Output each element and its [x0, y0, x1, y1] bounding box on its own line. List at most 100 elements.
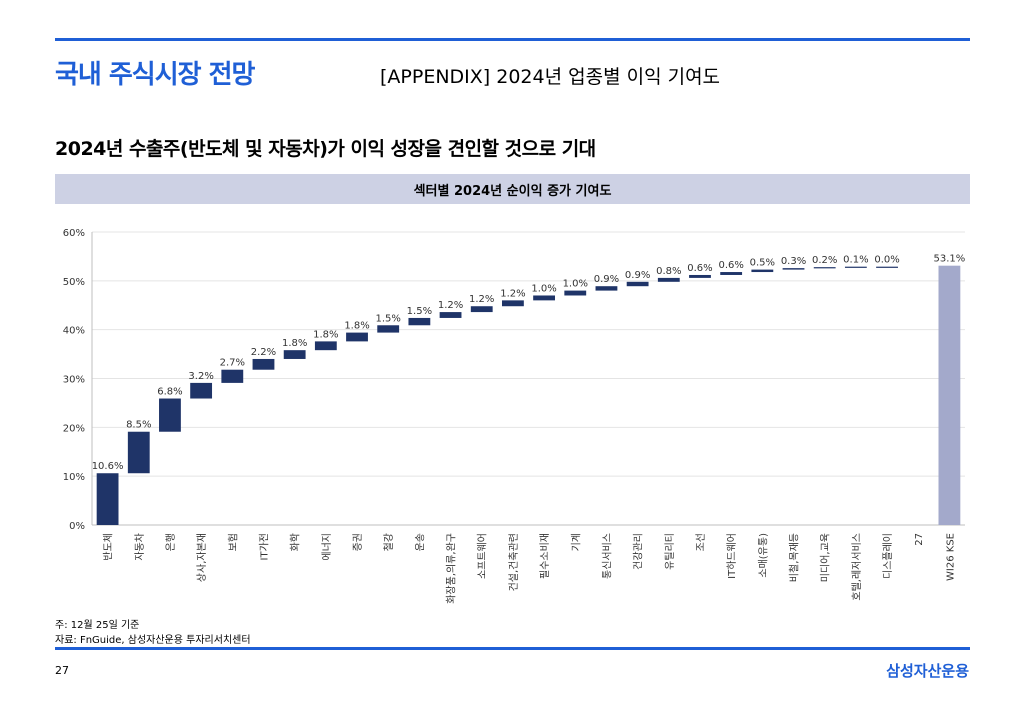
bar	[159, 398, 181, 432]
bar	[96, 473, 119, 525]
data-label: 0.0%	[874, 255, 899, 266]
bar	[439, 312, 462, 318]
x-tick-label: 증권	[352, 533, 364, 551]
waterfall-chart: 0% 10% 20% 30% 40% 50% 60% 10.6% 반도체 8.5% 자동차 6.8% 은…	[63, 228, 966, 604]
bar	[813, 267, 836, 269]
bar	[657, 277, 680, 282]
data-label: 0.5%	[750, 258, 775, 269]
x-tick-label: 반도체	[103, 533, 115, 561]
data-label: 6.8%	[157, 387, 182, 398]
data-label: 0.6%	[687, 263, 712, 274]
chart-title-banner: 섹터별 2024년 순이익 증가 기여도	[55, 174, 970, 204]
bar	[408, 317, 431, 326]
bar	[533, 295, 556, 301]
data-label: 0.9%	[594, 274, 619, 285]
top-divider	[55, 38, 970, 41]
data-label: 2.7%	[220, 358, 245, 369]
bar	[782, 268, 805, 270]
data-label: 3.2%	[188, 371, 213, 382]
x-tick-label: 화장품,의류,완구	[446, 533, 458, 604]
data-label: 0.9%	[625, 270, 650, 281]
bar	[470, 306, 493, 313]
data-label: 1.5%	[407, 306, 432, 317]
data-label: 53.1%	[934, 254, 966, 265]
x-tick-label: 유틸리티	[663, 533, 676, 570]
bar	[377, 325, 400, 333]
x-tick-label: 철강	[383, 533, 395, 551]
data-label: 0.3%	[781, 256, 806, 267]
data-label: 1.2%	[469, 294, 494, 305]
y-tick-label: 60%	[63, 228, 85, 239]
data-label: 1.8%	[282, 338, 307, 349]
bar	[127, 431, 150, 474]
data-label: 10.6%	[92, 461, 124, 472]
data-label: 1.0%	[563, 279, 588, 290]
bar	[283, 350, 306, 359]
y-tick-label: 50%	[63, 277, 85, 288]
x-tick-label: 소프트웨어	[477, 533, 489, 579]
bar	[751, 269, 774, 273]
x-tick-label: IT가전	[258, 533, 270, 560]
x-tick-label: 건강관리	[633, 533, 645, 570]
brand-logo-text: 삼성자산운용	[886, 662, 969, 680]
bottom-divider	[55, 647, 970, 650]
bar	[844, 266, 867, 268]
bar	[190, 382, 213, 399]
x-tick-label: 비철,목재등	[789, 533, 801, 582]
bar	[501, 300, 524, 307]
page-headline: 2024년 수출주(반도체 및 자동차)가 이익 성장을 견인할 것으로 기대	[55, 138, 596, 160]
x-tick-label: WI26 KSE	[945, 533, 956, 581]
bar	[595, 286, 618, 291]
x-tick-label: 자동차	[134, 533, 146, 561]
y-tick-label: 0%	[69, 521, 85, 532]
data-label: 1.8%	[344, 321, 369, 332]
x-tick-label: 조선	[695, 533, 707, 551]
data-label: 2.2%	[251, 347, 276, 358]
data-label: 0.6%	[718, 260, 743, 271]
x-tick-label: 화학	[290, 533, 302, 551]
footnote: 주: 12월 25일 기준	[55, 620, 140, 631]
x-tick-label: 상사,자본재	[196, 533, 208, 582]
x-tick-label: 은행	[165, 533, 177, 551]
x-tick-label: 호텔,레저서비스	[851, 533, 863, 601]
section-title: 국내 주식시장 전망	[55, 60, 255, 90]
bar	[876, 266, 898, 268]
y-tick-label: 20%	[63, 423, 85, 434]
bar	[252, 358, 275, 370]
data-label: 1.2%	[500, 288, 525, 299]
bar	[720, 272, 743, 275]
appendix-title: [APPENDIX] 2024년 업종별 이익 기여도	[380, 66, 721, 88]
x-tick-label: 디스플레이	[882, 533, 894, 579]
page-number: 27	[55, 664, 69, 677]
total-bar	[938, 265, 961, 525]
bar	[689, 274, 711, 278]
data-label: 1.2%	[438, 300, 463, 311]
chart-title: 섹터별 2024년 순이익 증가 기여도	[413, 183, 612, 199]
data-label: 1.0%	[531, 283, 556, 294]
y-tick-label: 30%	[63, 375, 85, 386]
data-label: 0.1%	[843, 255, 868, 266]
x-tick-label: 27	[914, 533, 925, 546]
x-tick-label: 건설,건축관련	[508, 533, 520, 591]
x-tick-label: 필수소비재	[539, 533, 551, 579]
bar	[314, 341, 337, 351]
source-note: 자료: FnGuide, 삼성자산운용 투자리서치센터	[55, 635, 251, 646]
bar	[626, 281, 649, 287]
data-label: 1.8%	[313, 329, 338, 340]
y-tick-label: 10%	[63, 472, 85, 483]
bar	[346, 332, 368, 342]
data-label: 8.5%	[126, 420, 151, 431]
data-label: 0.2%	[812, 255, 837, 266]
x-tick-label: 에너지	[321, 533, 333, 561]
x-tick-label: 통신서비스	[601, 533, 613, 579]
bar	[564, 290, 587, 296]
x-tick-label: 미디어,교육	[820, 533, 832, 582]
x-tick-label: 소매(유통)	[757, 533, 769, 578]
y-tick-label: 40%	[63, 326, 85, 337]
x-tick-label: 보험	[227, 533, 239, 551]
data-label: 1.5%	[375, 313, 400, 324]
x-tick-label: 운송	[414, 533, 426, 551]
x-tick-label: 기계	[570, 533, 582, 551]
x-tick-label: IT하드웨어	[725, 533, 738, 579]
bar	[221, 369, 244, 383]
